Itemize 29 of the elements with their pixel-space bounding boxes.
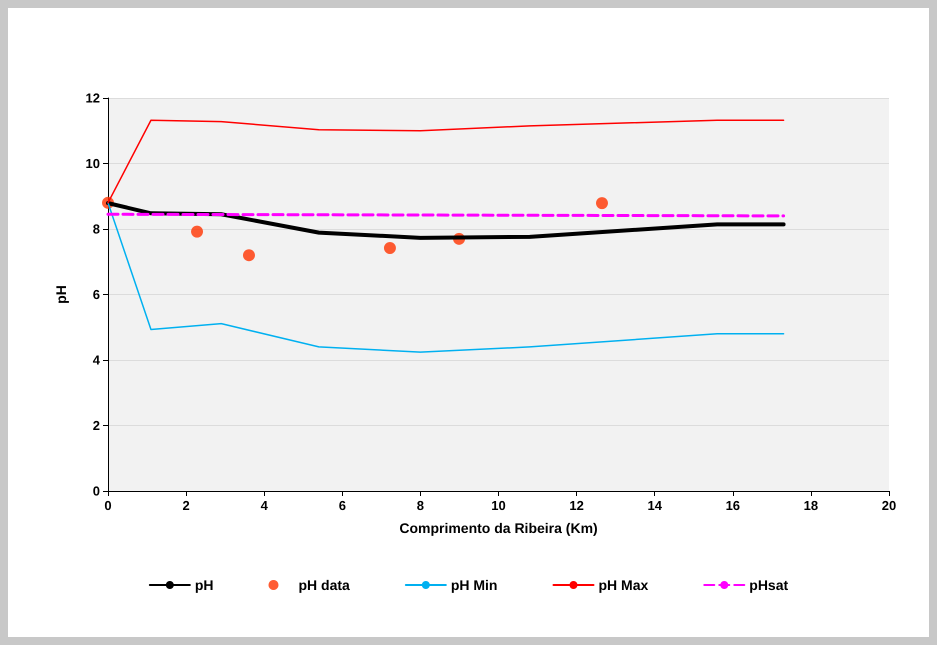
point	[596, 197, 608, 210]
x-axis-title: Comprimento da Ribeira (Km)	[399, 520, 598, 536]
x-tick-label: 0	[104, 498, 112, 513]
y-tick-label: 0	[92, 484, 100, 498]
y-tick-label: 4	[92, 352, 101, 368]
point	[242, 249, 255, 262]
legend-label: pH Min	[450, 577, 498, 593]
x-tick-label: 18	[804, 498, 818, 513]
x-tick-label: 6	[338, 498, 346, 513]
y-tick-label: 8	[92, 222, 100, 236]
x-tick-label: 4	[260, 498, 269, 513]
y-tick-label: 10	[86, 156, 100, 171]
x-tick-label: 14	[647, 498, 663, 513]
x-tick-label: 10	[491, 498, 506, 513]
x-tick-label: 8	[416, 498, 424, 513]
legend-label: pH Max	[598, 577, 648, 593]
legend-label: pH data	[298, 577, 350, 593]
y-axis-title: pH	[53, 285, 69, 304]
point	[384, 242, 396, 254]
legend-label: pHsat	[749, 577, 789, 593]
legend-label: pH	[194, 577, 214, 593]
x-tick-label: 16	[726, 498, 740, 513]
x-tick-label: 12	[569, 498, 584, 513]
x-tick-label: 2	[182, 498, 190, 513]
y-tick-label: 12	[86, 90, 100, 106]
x-tick-label: 20	[882, 498, 896, 513]
point	[191, 226, 204, 238]
y-tick-label: 6	[92, 287, 100, 302]
y-tick-label: 2	[92, 418, 100, 433]
